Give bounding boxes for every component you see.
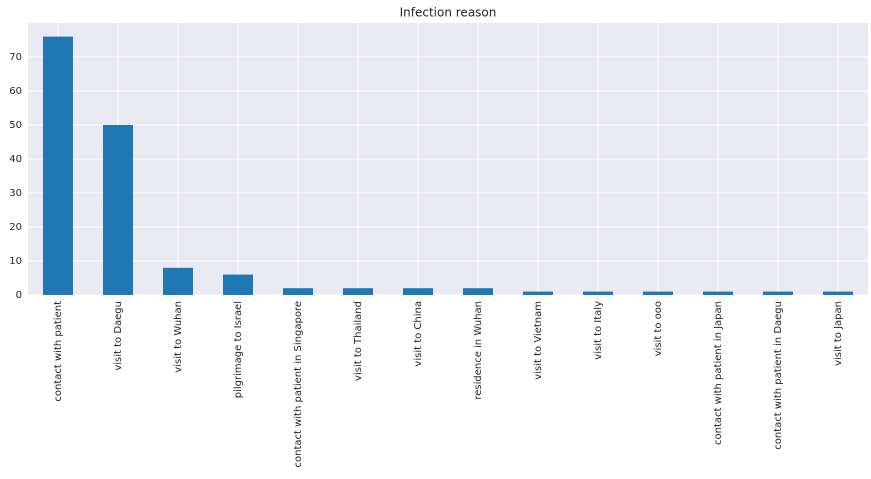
x-tick-label: visit to Wuhan: [173, 301, 184, 373]
bar: [823, 291, 853, 295]
x-tick-label: visit to Daegu: [113, 301, 124, 371]
y-tick-label: 70: [9, 52, 22, 63]
bar: [343, 288, 373, 295]
bar: [283, 288, 313, 295]
x-tick-label: visit to Japan: [833, 301, 844, 366]
x-tick-label: pilgrimage to Israel: [233, 301, 244, 398]
y-tick-label: 60: [9, 86, 22, 97]
x-tick-label: contact with patient in Daegu: [773, 301, 784, 450]
bar: [583, 291, 613, 295]
x-tick-label: visit to ooo: [653, 301, 664, 356]
bar: [103, 125, 133, 295]
y-tick-label: 50: [9, 120, 22, 131]
bar: [643, 291, 673, 295]
y-tick-label: 20: [9, 222, 22, 233]
x-tick-label: visit to Italy: [593, 301, 604, 360]
bar: [703, 291, 733, 295]
bar: [763, 291, 793, 295]
x-tick-label: visit to Vietnam: [533, 301, 544, 380]
x-tick-label: visit to Thailand: [353, 301, 364, 381]
bar: [223, 274, 253, 295]
x-tick-label: visit to China: [413, 301, 424, 367]
x-tick-label: contact with patient in Singapore: [293, 301, 304, 468]
y-tick-label: 10: [9, 256, 22, 267]
bar: [523, 291, 553, 295]
bar: [403, 288, 433, 295]
y-tick-label: 40: [9, 154, 22, 165]
bar: [163, 267, 193, 295]
y-tick-label: 0: [16, 290, 22, 301]
x-tick-label: contact with patient: [53, 301, 64, 402]
bar: [463, 288, 493, 295]
x-tick-label: contact with patient in Japan: [713, 301, 724, 445]
chart-title: Infection reason: [400, 6, 497, 20]
bar: [43, 36, 73, 295]
x-tick-label: residence in Wuhan: [473, 301, 484, 400]
y-tick-label: 30: [9, 188, 22, 199]
